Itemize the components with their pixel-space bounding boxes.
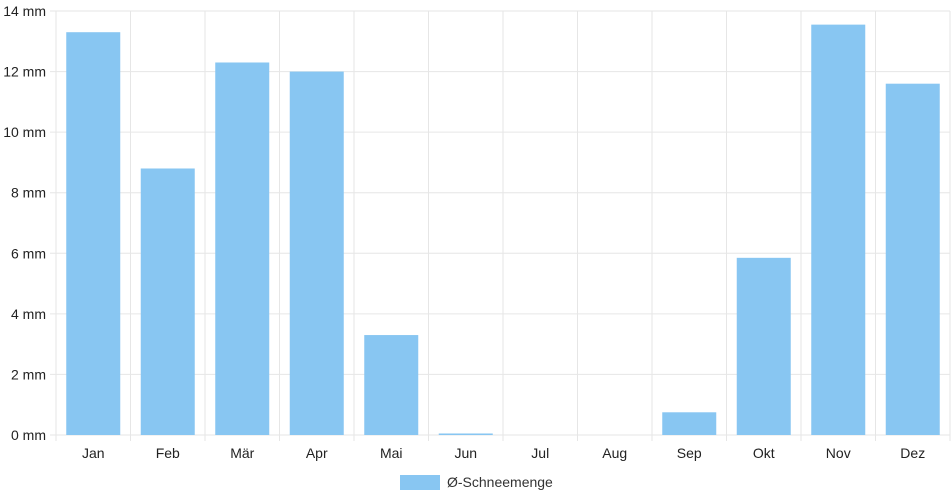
bar-Sep[interactable] [662,412,717,435]
x-tick-label: Aug [602,445,627,461]
x-tick-label: Mär [230,445,254,461]
y-tick-label: 0 mm [11,427,46,443]
x-tick-label: Nov [826,445,851,461]
x-tick-label: Mai [380,445,403,461]
y-tick-label: 2 mm [11,366,46,382]
bars [66,24,940,436]
bar-Dez[interactable] [885,83,940,435]
bar-Okt[interactable] [736,257,791,435]
x-tick-label: Apr [306,445,328,461]
legend[interactable]: Ø-Schneemenge [400,474,553,490]
y-tick-label: 6 mm [11,245,46,261]
y-tick-label: 10 mm [3,124,46,140]
axes: 0 mm 2 mm 4 mm 6 mm 8 mm 10 mm 12 mm 14 mm Jan Fe… [3,3,925,461]
y-tick-label: 12 mm [3,64,46,80]
bar-Apr[interactable] [289,71,344,436]
x-tick-label: Jun [454,445,477,461]
legend-label[interactable]: Ø-Schneemenge [447,474,553,490]
y-tick-label: 8 mm [11,185,46,201]
y-tick-label: 14 mm [3,3,46,19]
bar-Mär[interactable] [215,62,270,435]
x-tick-label: Sep [677,445,702,461]
bar-Feb[interactable] [140,168,195,435]
legend-swatch[interactable] [400,475,440,490]
grid [50,10,951,441]
bar-Mai[interactable] [364,335,419,435]
x-tick-label: Dez [900,445,925,461]
x-tick-label: Feb [156,445,180,461]
x-tick-label: Jan [82,445,105,461]
bar-Nov[interactable] [811,24,866,435]
x-tick-label: Okt [753,445,775,461]
x-tick-label: Jul [531,445,549,461]
y-tick-label: 4 mm [11,306,46,322]
bar-Jun[interactable] [438,433,493,435]
bar-Jan[interactable] [66,32,121,435]
